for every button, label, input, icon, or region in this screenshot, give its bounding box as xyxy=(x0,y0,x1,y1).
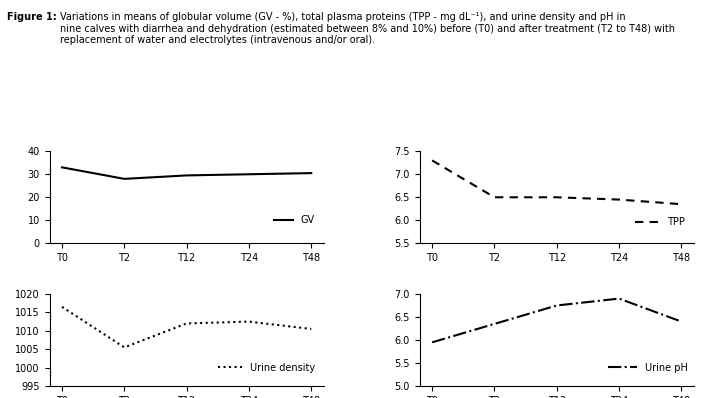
Legend: Urine pH: Urine pH xyxy=(604,359,692,377)
Text: Variations in means of globular volume (GV - %), total plasma proteins (TPP - mg: Variations in means of globular volume (… xyxy=(60,12,675,45)
Legend: GV: GV xyxy=(270,211,319,229)
Text: Figure 1:: Figure 1: xyxy=(7,12,57,22)
Legend: TPP: TPP xyxy=(632,213,689,231)
Legend: Urine density: Urine density xyxy=(214,359,319,377)
